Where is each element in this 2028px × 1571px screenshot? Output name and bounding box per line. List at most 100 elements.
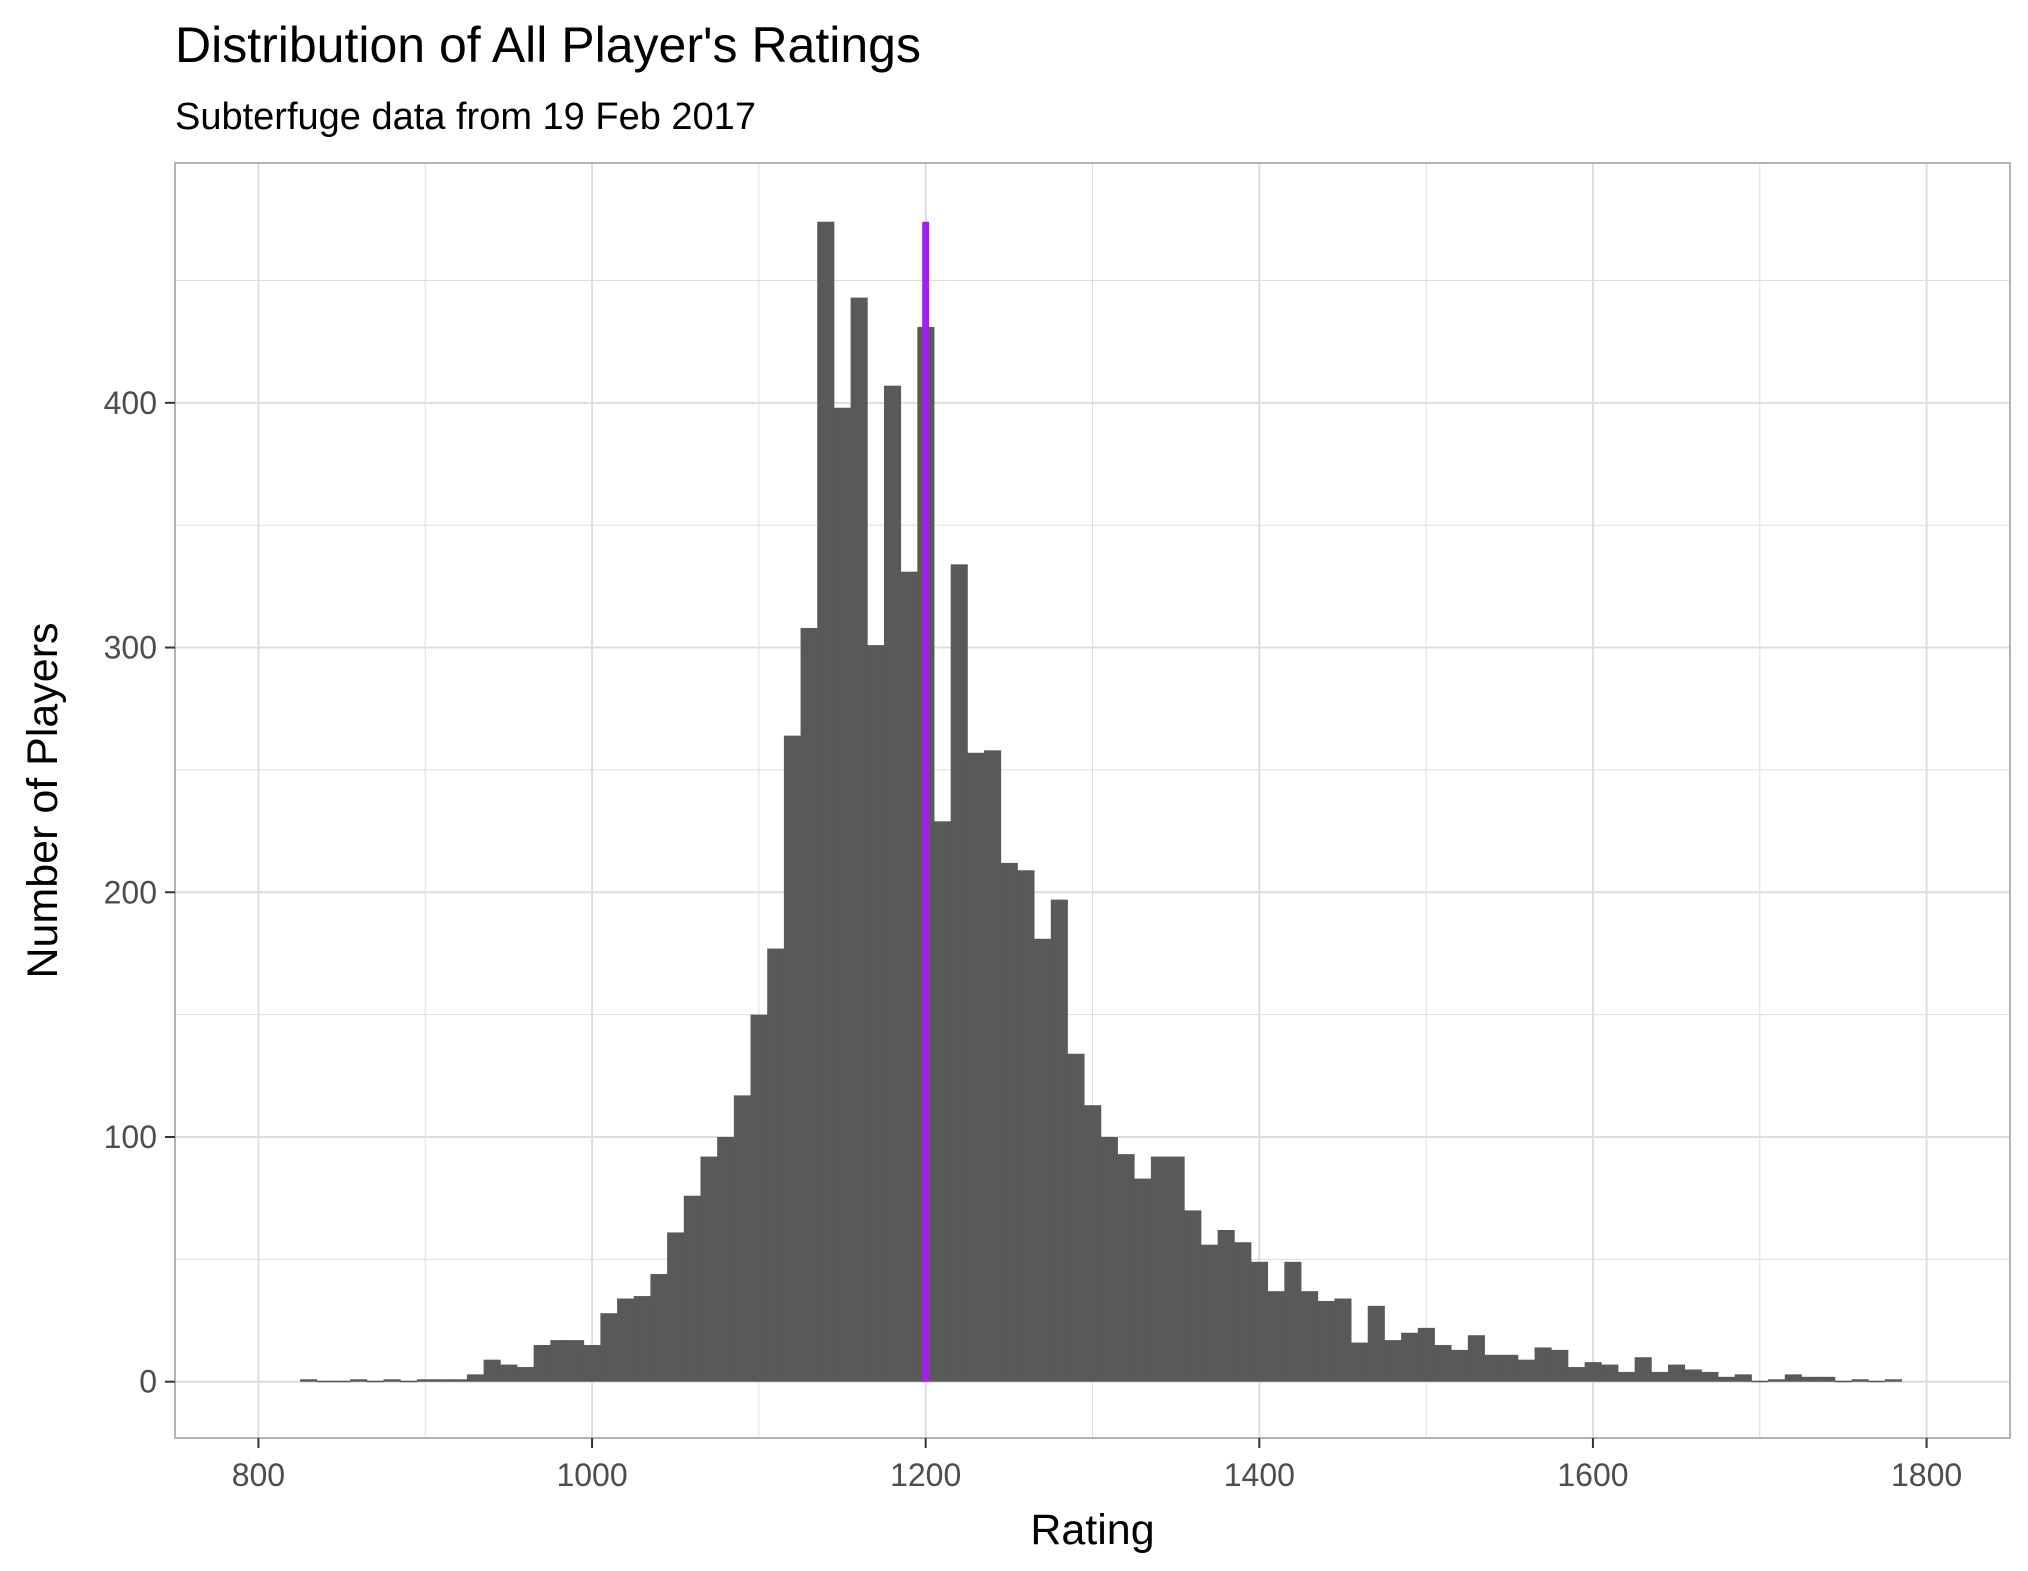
x-axis-ticks: 800 1000 1200 1400 1600 1800 bbox=[232, 1438, 1962, 1493]
histogram-bar bbox=[1534, 1347, 1552, 1382]
histogram-bar bbox=[500, 1364, 518, 1382]
histogram-bar bbox=[316, 1380, 334, 1383]
histogram-bar bbox=[1167, 1156, 1185, 1382]
histogram-bar bbox=[1517, 1359, 1535, 1382]
histogram-bar bbox=[1868, 1380, 1886, 1383]
histogram-bar bbox=[650, 1274, 668, 1382]
histogram-bar bbox=[633, 1296, 651, 1382]
histogram-bar bbox=[366, 1380, 384, 1383]
histogram-bar bbox=[900, 571, 918, 1382]
histogram-bar bbox=[1701, 1371, 1719, 1382]
histogram-bar bbox=[1718, 1376, 1736, 1382]
histogram-bar bbox=[1668, 1364, 1686, 1382]
histogram-bar bbox=[1851, 1379, 1869, 1382]
histogram-bar bbox=[800, 627, 818, 1382]
histogram-bar bbox=[383, 1379, 401, 1382]
histogram-bar bbox=[767, 948, 785, 1382]
histogram-bar bbox=[1768, 1379, 1786, 1382]
histogram-bar bbox=[667, 1232, 685, 1382]
histogram-bar bbox=[1734, 1374, 1752, 1382]
histogram-bar bbox=[1351, 1342, 1369, 1382]
x-tick-label: 1400 bbox=[1224, 1457, 1295, 1493]
histogram-bar bbox=[1501, 1354, 1519, 1382]
y-axis-title: Number of Players bbox=[19, 622, 67, 978]
y-tick-label: 0 bbox=[139, 1364, 157, 1400]
x-tick-label: 1600 bbox=[1557, 1457, 1628, 1493]
histogram-bar bbox=[1617, 1371, 1636, 1382]
x-tick-label: 1800 bbox=[1891, 1457, 1962, 1493]
histogram-bar bbox=[450, 1379, 468, 1382]
histogram-bar bbox=[1834, 1380, 1852, 1383]
histogram-bar bbox=[1584, 1362, 1602, 1382]
histogram-bar bbox=[717, 1136, 735, 1382]
histogram-bar bbox=[600, 1313, 618, 1382]
histogram-bar bbox=[416, 1379, 434, 1382]
histogram-bar bbox=[466, 1374, 485, 1382]
histogram-bar bbox=[1384, 1340, 1402, 1382]
x-axis-title: Rating bbox=[1030, 1506, 1154, 1554]
histogram-bar bbox=[1234, 1242, 1252, 1382]
histogram-bar bbox=[1084, 1105, 1102, 1382]
histogram-bar bbox=[934, 821, 952, 1382]
histogram-bar bbox=[867, 645, 885, 1382]
histogram-bar bbox=[1551, 1349, 1569, 1382]
histogram-bar bbox=[350, 1379, 368, 1382]
histogram-bar bbox=[1067, 1053, 1085, 1382]
panel-border bbox=[174, 162, 2011, 1439]
histogram-bar bbox=[1000, 862, 1018, 1382]
histogram-bar bbox=[333, 1380, 351, 1383]
histogram-bar bbox=[300, 1379, 318, 1382]
y-tick-label: 200 bbox=[104, 874, 157, 910]
histogram-bar bbox=[1784, 1374, 1802, 1382]
histogram-bar bbox=[1801, 1376, 1819, 1382]
histogram-bar bbox=[683, 1195, 701, 1382]
histogram-bar bbox=[1100, 1136, 1118, 1382]
chart-subtitle: Subterfuge data from 19 Feb 2017 bbox=[175, 96, 756, 138]
histogram-bar bbox=[833, 407, 852, 1382]
histogram-bar bbox=[433, 1379, 451, 1382]
histogram-bar bbox=[1050, 899, 1068, 1382]
histogram-bar bbox=[1484, 1354, 1502, 1382]
histogram-bar bbox=[583, 1345, 601, 1382]
histogram-bar bbox=[483, 1359, 501, 1382]
chart-title: Distribution of All Player's Ratings bbox=[175, 17, 921, 73]
histogram-bar bbox=[1217, 1229, 1235, 1382]
histogram-bar bbox=[1884, 1379, 1902, 1382]
histogram-bar bbox=[1334, 1298, 1352, 1382]
histogram-bar bbox=[1317, 1300, 1335, 1382]
histogram-bar bbox=[400, 1380, 418, 1383]
histogram-bar bbox=[850, 297, 868, 1382]
histogram-bar bbox=[950, 564, 968, 1382]
histogram-bar bbox=[750, 1014, 768, 1382]
histogram-bar bbox=[967, 752, 985, 1382]
histogram-bar bbox=[533, 1345, 551, 1382]
y-axis-ticks: 0 100 200 300 400 bbox=[104, 385, 175, 1400]
histogram-bar bbox=[1017, 870, 1035, 1382]
y-tick-label: 300 bbox=[104, 630, 157, 666]
histogram-bar bbox=[1200, 1244, 1219, 1382]
histogram-bar bbox=[733, 1095, 751, 1382]
histogram-bar bbox=[1434, 1345, 1452, 1382]
histogram-bar bbox=[700, 1156, 718, 1382]
histogram-bar bbox=[1117, 1154, 1135, 1382]
histogram-bar bbox=[1467, 1335, 1485, 1382]
histogram-bar bbox=[1634, 1357, 1652, 1382]
histogram-bar bbox=[1367, 1305, 1385, 1382]
histogram-bar bbox=[1284, 1261, 1302, 1382]
histogram-bar bbox=[1134, 1178, 1152, 1382]
histogram-bar bbox=[883, 385, 902, 1382]
histogram-bar bbox=[783, 735, 801, 1382]
y-tick-label: 400 bbox=[104, 385, 157, 421]
histogram-bar bbox=[1651, 1371, 1669, 1382]
histogram-bar bbox=[550, 1340, 568, 1382]
histogram-bars bbox=[300, 221, 1902, 1383]
histogram-bar bbox=[1250, 1261, 1269, 1382]
histogram-bar bbox=[1567, 1367, 1586, 1382]
histogram-bar bbox=[1301, 1291, 1319, 1382]
histogram-bar bbox=[1184, 1210, 1202, 1382]
histogram-bar bbox=[1451, 1349, 1469, 1382]
histogram-bar bbox=[1751, 1380, 1769, 1383]
histogram-bar bbox=[817, 221, 835, 1382]
histogram-bar bbox=[617, 1298, 635, 1382]
